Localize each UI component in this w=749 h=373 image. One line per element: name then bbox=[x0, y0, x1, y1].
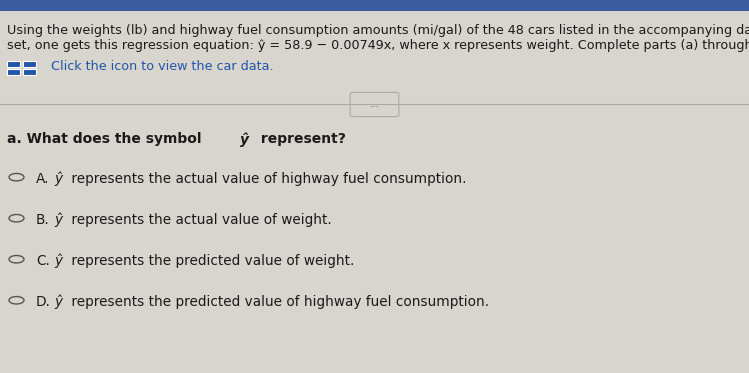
Text: ŷ: ŷ bbox=[55, 254, 63, 268]
Text: A.: A. bbox=[36, 172, 49, 186]
FancyBboxPatch shape bbox=[23, 69, 36, 75]
Text: represents the predicted value of highway fuel consumption.: represents the predicted value of highwa… bbox=[67, 295, 490, 309]
FancyBboxPatch shape bbox=[0, 0, 749, 11]
Text: represents the actual value of weight.: represents the actual value of weight. bbox=[67, 213, 332, 227]
Text: B.: B. bbox=[36, 213, 49, 227]
Text: ŷ: ŷ bbox=[55, 295, 63, 309]
FancyBboxPatch shape bbox=[23, 61, 36, 67]
Text: ŷ: ŷ bbox=[55, 172, 63, 186]
Text: Using the weights (lb) and highway fuel consumption amounts (mi/gal) of the 48 c: Using the weights (lb) and highway fuel … bbox=[7, 24, 749, 37]
Text: represents the actual value of highway fuel consumption.: represents the actual value of highway f… bbox=[67, 172, 467, 186]
Text: set, one gets this regression equation: ŷ = 58.9 − 0.00749x, where x represents : set, one gets this regression equation: … bbox=[7, 39, 749, 52]
Text: D.: D. bbox=[36, 295, 51, 309]
Text: represent?: represent? bbox=[256, 132, 346, 147]
Text: ŷ: ŷ bbox=[55, 213, 63, 227]
Text: ...: ... bbox=[369, 100, 380, 109]
Text: represents the predicted value of weight.: represents the predicted value of weight… bbox=[67, 254, 355, 268]
Text: C.: C. bbox=[36, 254, 50, 268]
FancyBboxPatch shape bbox=[7, 69, 20, 75]
Text: a. What does the symbol: a. What does the symbol bbox=[7, 132, 207, 147]
Text: ŷ: ŷ bbox=[240, 132, 249, 147]
FancyBboxPatch shape bbox=[7, 61, 20, 67]
Text: Click the icon to view the car data.: Click the icon to view the car data. bbox=[51, 60, 273, 73]
FancyBboxPatch shape bbox=[350, 92, 398, 116]
